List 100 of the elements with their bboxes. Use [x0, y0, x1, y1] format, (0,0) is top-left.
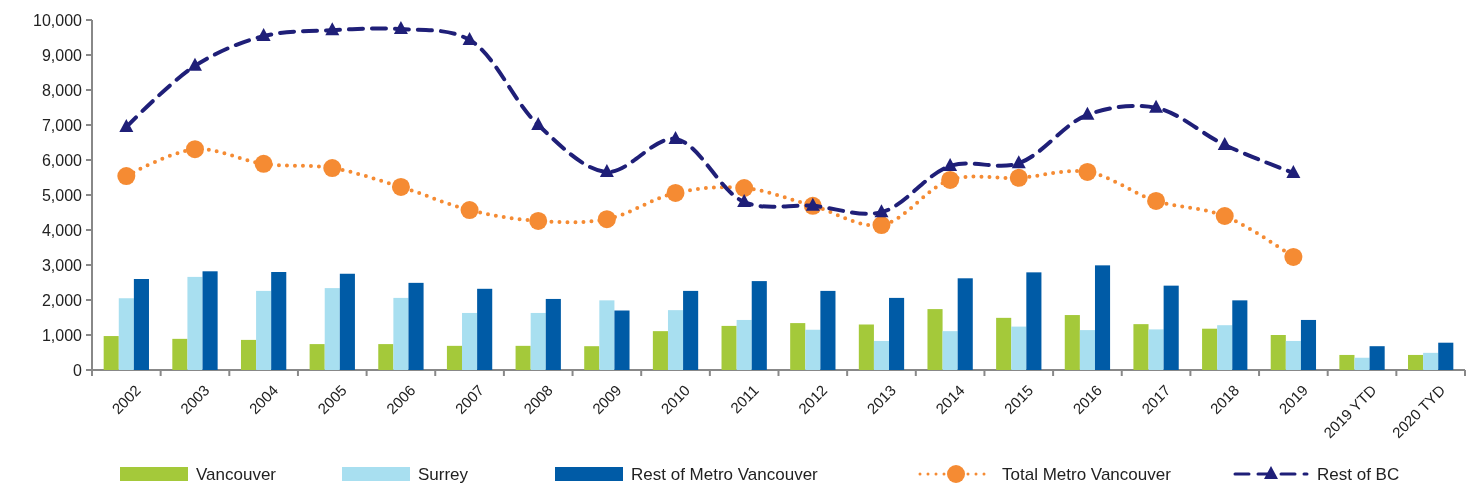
bar [736, 319, 752, 370]
bar [1300, 319, 1317, 370]
point [460, 201, 479, 220]
bar [1354, 357, 1370, 370]
bar [339, 273, 355, 370]
point [597, 210, 616, 229]
bar [889, 297, 905, 370]
bar [324, 288, 340, 370]
bar [1064, 315, 1080, 370]
point [1078, 162, 1097, 181]
point [1147, 191, 1166, 210]
bar [1079, 330, 1095, 370]
bar [393, 297, 409, 370]
point [1149, 99, 1164, 113]
bar [873, 340, 890, 370]
bar [805, 329, 821, 370]
bar [820, 290, 836, 370]
point [462, 31, 477, 45]
point [737, 194, 752, 207]
y-tick-label: 1,000 [41, 326, 83, 344]
y-tick-label: 9,000 [41, 46, 83, 64]
bar [1232, 300, 1248, 370]
y-tick-label: 0 [73, 361, 83, 379]
bar [1423, 352, 1439, 370]
y-tick-label: 2,000 [41, 291, 83, 309]
point [391, 177, 410, 196]
bar [1011, 326, 1027, 370]
bar [118, 298, 134, 370]
bar [858, 324, 874, 370]
legend-label: Rest of BC [1317, 464, 1400, 484]
point [668, 131, 683, 144]
point [529, 211, 548, 230]
bar [103, 336, 119, 370]
bar [1438, 342, 1454, 370]
y-tick-label: 5,000 [41, 186, 83, 204]
bar [477, 288, 493, 370]
bar [927, 309, 943, 370]
bar [721, 325, 737, 370]
bar [1285, 340, 1301, 370]
point [941, 170, 960, 189]
legend-label: Vancouver [196, 464, 277, 484]
bar [530, 312, 546, 370]
bar [1202, 328, 1218, 370]
point [325, 22, 340, 36]
bar [584, 346, 600, 370]
point [599, 163, 614, 177]
bar [271, 272, 287, 370]
bar [942, 331, 958, 370]
bar [309, 344, 325, 370]
y-tick-label: 3,000 [41, 256, 83, 274]
point [393, 21, 408, 35]
bar [256, 290, 272, 370]
point [666, 183, 685, 202]
point [735, 179, 754, 197]
legend-label: Surrey [418, 464, 469, 484]
point [1215, 207, 1234, 225]
bar [1133, 324, 1149, 370]
bar [1148, 329, 1164, 370]
bar [996, 317, 1012, 370]
point [1284, 247, 1303, 266]
bar [515, 345, 531, 370]
y-tick-label: 7,000 [41, 116, 83, 134]
point [187, 57, 202, 71]
bar [1408, 354, 1424, 370]
point [872, 216, 891, 235]
point [256, 28, 271, 42]
bar [1369, 346, 1385, 370]
bar [1339, 354, 1355, 370]
bar [1217, 325, 1233, 370]
point [185, 140, 204, 159]
bar [545, 298, 561, 370]
point [1286, 164, 1301, 178]
point [943, 157, 958, 171]
bar [408, 282, 424, 370]
point [1009, 168, 1028, 187]
bar [133, 279, 149, 370]
bar [652, 331, 668, 370]
bar [790, 323, 806, 370]
y-tick-label: 8,000 [41, 81, 83, 99]
bar [683, 290, 699, 370]
bar [462, 312, 478, 370]
legend-label: Rest of Metro Vancouver [631, 464, 819, 484]
bar [751, 281, 767, 370]
bar [667, 310, 684, 370]
bar [1026, 272, 1042, 370]
bar [957, 278, 973, 370]
point [254, 154, 273, 173]
point [117, 167, 136, 186]
y-tick-label: 6,000 [41, 151, 83, 169]
bar [599, 300, 615, 370]
point [874, 204, 889, 218]
bar [202, 271, 218, 370]
point [531, 117, 546, 130]
point [1217, 136, 1232, 150]
bar [1094, 265, 1111, 370]
bar [1163, 285, 1179, 370]
point [1011, 155, 1026, 169]
point [805, 197, 820, 211]
bar [187, 276, 203, 370]
bar [378, 344, 394, 370]
